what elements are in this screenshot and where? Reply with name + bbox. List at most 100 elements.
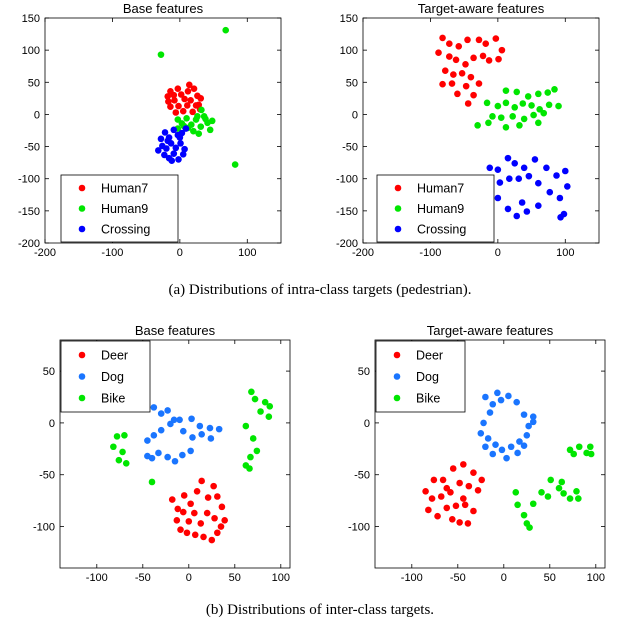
point-crossing — [525, 172, 533, 180]
point-crossing — [561, 167, 569, 175]
point-deer — [437, 493, 445, 500]
legend-label-crossing: Crossing — [101, 223, 150, 237]
point-bike — [566, 495, 574, 502]
point-deer — [214, 529, 221, 537]
point-bike — [249, 435, 257, 442]
point-human9 — [208, 117, 216, 125]
legend-marker-human7 — [394, 184, 402, 192]
point-crossing — [486, 164, 494, 172]
point-crossing — [535, 202, 542, 210]
point-bike — [544, 493, 552, 500]
point-crossing — [523, 208, 531, 215]
legend-marker-human7 — [78, 184, 86, 192]
point-bike — [573, 488, 580, 495]
point-human9 — [528, 102, 535, 109]
point-dog — [170, 416, 178, 424]
point-bike — [251, 395, 259, 403]
point-bike — [547, 476, 555, 484]
point-bike — [514, 501, 521, 509]
plot-frame — [59, 339, 291, 569]
legend-marker-crossing — [394, 225, 402, 233]
point-human9 — [545, 101, 553, 109]
point-bike — [266, 403, 274, 410]
point-bike — [121, 432, 128, 439]
legend-marker-crossing — [78, 225, 86, 233]
point-bike — [575, 443, 583, 451]
point-deer — [465, 482, 473, 490]
point-dog — [486, 409, 494, 416]
point-dog — [482, 393, 489, 401]
point-human9 — [551, 86, 558, 93]
point-human9 — [516, 122, 523, 129]
point-bike — [265, 413, 273, 420]
point-human7 — [452, 56, 460, 64]
point-crossing — [177, 140, 184, 147]
point-dog — [494, 389, 501, 397]
point-human7 — [172, 109, 180, 116]
point-dog — [157, 410, 165, 417]
y-tick-label: 50 — [28, 77, 40, 89]
point-human9 — [157, 51, 165, 58]
point-human7 — [435, 49, 442, 57]
point-bike — [520, 511, 528, 519]
point-deer — [448, 515, 456, 523]
x-tick-label: 0 — [177, 247, 183, 259]
point-dog — [503, 454, 510, 462]
y-tick-label: 0 — [34, 109, 40, 121]
point-deer — [460, 495, 467, 502]
point-deer — [464, 520, 472, 527]
point-bike — [512, 489, 520, 496]
point-human7 — [439, 80, 446, 88]
y-tick-label: 100 — [22, 45, 40, 57]
point-human7 — [464, 36, 471, 44]
x-tick-label: -100 — [86, 572, 108, 584]
point-dog — [179, 427, 187, 435]
legend-label-deer: Deer — [416, 349, 443, 363]
point-crossing — [520, 164, 528, 172]
legend-box — [375, 340, 466, 413]
point-human9 — [509, 113, 516, 120]
legend-marker-deer — [393, 351, 401, 359]
y-tick-label: 0 — [352, 109, 358, 121]
legend-label-human7: Human7 — [101, 182, 148, 196]
point-human9 — [535, 90, 542, 98]
point-human7 — [184, 87, 192, 95]
point-bike — [529, 500, 537, 508]
x-tick-label: -200 — [352, 247, 374, 259]
point-bike — [253, 447, 261, 455]
point-bike — [119, 448, 126, 456]
point-deer — [211, 514, 218, 522]
y-tick-label: -150 — [18, 206, 40, 218]
point-human7 — [482, 40, 490, 48]
point-deer — [214, 493, 221, 500]
point-crossing — [168, 157, 176, 165]
point-deer — [177, 526, 184, 533]
point-human9 — [198, 106, 205, 114]
point-crossing — [181, 145, 188, 153]
legend-label-bike: Bike — [101, 392, 125, 406]
point-human7 — [446, 40, 453, 48]
x-tick-label: 100 — [587, 572, 605, 584]
point-dog — [482, 443, 489, 451]
point-human9 — [511, 104, 519, 111]
point-human9 — [195, 130, 203, 138]
point-dog — [480, 419, 487, 427]
point-dog — [489, 400, 497, 408]
point-human9 — [231, 161, 239, 168]
point-deer — [218, 503, 226, 511]
point-dog — [523, 432, 531, 439]
point-human7 — [475, 80, 483, 87]
caption-b: (b) Distributions of inter-class targets… — [206, 602, 434, 618]
point-human7 — [462, 60, 469, 68]
x-tick-label: 0 — [495, 247, 501, 259]
point-crossing — [556, 194, 564, 202]
point-dog — [150, 432, 158, 439]
panel-b-base-features: Base features -100 -50 0 50 100 -100 -50 0 50 Deer… — [33, 323, 291, 584]
point-crossing — [157, 135, 165, 143]
panel-title: Target-aware features — [427, 323, 554, 338]
point-human9 — [524, 93, 532, 100]
y-tick-label: -100 — [336, 174, 358, 186]
point-crossing — [531, 156, 539, 163]
point-human9 — [555, 102, 562, 110]
point-human7 — [450, 71, 457, 78]
